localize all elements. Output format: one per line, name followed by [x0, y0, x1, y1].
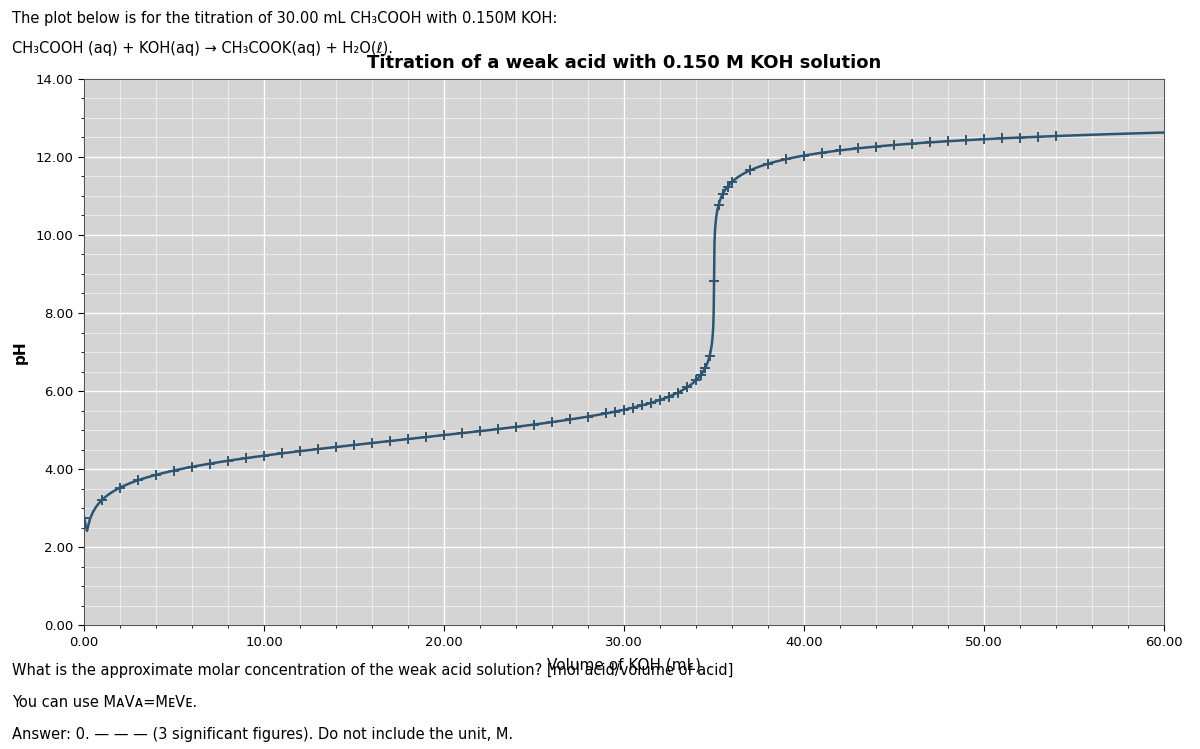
Text: CH₃COOH (aq) + KOH(aq) → CH₃COOK(aq) + H₂O(ℓ).: CH₃COOH (aq) + KOH(aq) → CH₃COOK(aq) + H… [12, 41, 394, 56]
Y-axis label: pH: pH [12, 340, 28, 364]
Title: Titration of a weak acid with 0.150 M KOH solution: Titration of a weak acid with 0.150 M KO… [367, 53, 881, 72]
Text: What is the approximate molar concentration of the weak acid solution? [mol acid: What is the approximate molar concentrat… [12, 663, 733, 678]
Text: The plot below is for the titration of 30.00 mL CH₃COOH with 0.150M KOH:: The plot below is for the titration of 3… [12, 11, 557, 26]
X-axis label: Volume of KOH (mL): Volume of KOH (mL) [547, 657, 701, 672]
Text: You can use MᴀVᴀ=MᴇVᴇ.: You can use MᴀVᴀ=MᴇVᴇ. [12, 695, 197, 710]
Text: Answer: 0. — — — (3 significant figures). Do not include the unit, M.: Answer: 0. — — — (3 significant figures)… [12, 727, 514, 742]
